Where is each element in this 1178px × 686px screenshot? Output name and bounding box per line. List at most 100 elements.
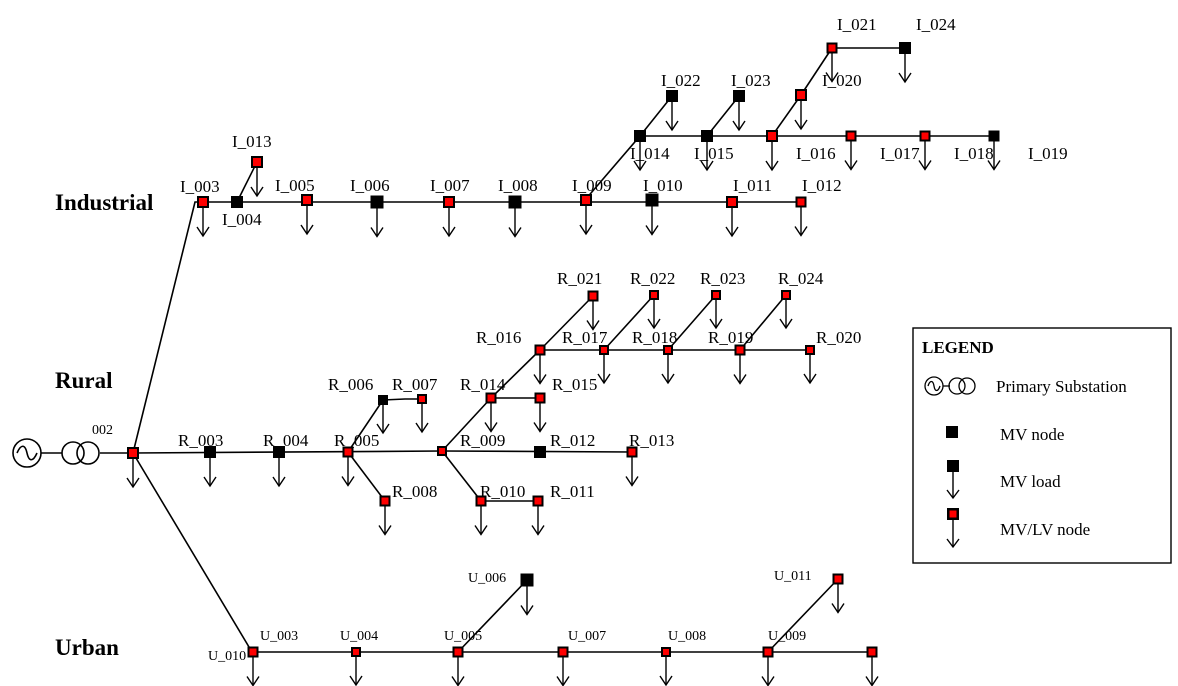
- mv-node: [378, 395, 388, 405]
- load-arrow-head: [378, 525, 392, 536]
- load-arrow-head: [203, 476, 217, 488]
- urban-feeder-line: [132, 452, 253, 653]
- rural-feeder-line: [132, 450, 443, 454]
- mv-node: [370, 195, 384, 209]
- mv-lv-node-fill: [253, 158, 261, 166]
- node-label: I_006: [350, 176, 390, 195]
- load-arrow-head: [370, 227, 384, 238]
- node-label: I_013: [232, 132, 272, 151]
- mv-node: [666, 90, 678, 102]
- node-label: I_009: [572, 176, 612, 195]
- industrial-branch-line: [706, 95, 740, 137]
- industrial-branch-line: [584, 135, 641, 201]
- mv-node: [988, 130, 1000, 142]
- rural-branch-line: [441, 450, 482, 502]
- mv-lv-node-fill: [534, 497, 542, 505]
- mv-node: [899, 42, 911, 54]
- mv-lv-node-fill: [783, 292, 789, 298]
- node-label: R_015: [552, 375, 597, 394]
- legend-label-mv-load: MV load: [1000, 472, 1061, 491]
- load-arrow-head: [794, 119, 808, 131]
- mv-lv-node-fill: [713, 292, 719, 298]
- node-label: I_016: [796, 144, 836, 163]
- load-arrow-head: [341, 476, 355, 487]
- load-arrow-head: [625, 476, 639, 487]
- rural-branch-line: [347, 399, 384, 453]
- rural-branch-line: [539, 295, 594, 351]
- mv-node: [733, 90, 745, 102]
- load-arrow-head: [765, 160, 779, 172]
- mv-lv-node-fill: [582, 196, 590, 204]
- mv-lv-node-fill: [828, 44, 836, 52]
- node-label: I_008: [498, 176, 538, 195]
- industrial-branch-line: [639, 95, 673, 137]
- load-arrow-head: [415, 422, 429, 434]
- mv-lv-node-icon: [946, 508, 960, 549]
- mv-lv-node-fill: [868, 648, 876, 656]
- load-arrow-head: [484, 422, 498, 433]
- node-label: I_015: [694, 144, 734, 163]
- load-arrow-head: [844, 160, 858, 171]
- load-arrow-head: [803, 373, 817, 385]
- node-label: I_005: [275, 176, 315, 195]
- node-label: I_018: [954, 144, 994, 163]
- mv-lv-node-fill: [477, 497, 485, 505]
- mv-lv-node-fill: [199, 198, 207, 206]
- load-arrow-head: [597, 373, 611, 385]
- load-arrow-head: [709, 318, 723, 330]
- mv-node: [634, 130, 646, 142]
- legend-label-mv-lv-node: MV/LV node: [1000, 520, 1090, 539]
- node-label: R_013: [629, 431, 674, 450]
- mv-lv-node-fill: [381, 497, 389, 505]
- mv-lv-node-fill: [303, 196, 311, 204]
- load-arrow-head: [987, 160, 1001, 171]
- node-label: U_003: [260, 629, 298, 644]
- mv-lv-node-fill: [847, 132, 855, 140]
- load-arrows: [126, 53, 1001, 686]
- legend-label-mv-node: MV node: [1000, 425, 1064, 444]
- mv-lv-node-fill: [628, 448, 636, 456]
- mv-lv-node-fill: [559, 648, 567, 656]
- mv-lv-node-fill: [249, 648, 257, 656]
- load-arrow-head: [825, 72, 839, 83]
- mv-lv-node-fill: [651, 292, 657, 298]
- load-arrow-head: [659, 675, 673, 686]
- node-label: U_009: [768, 629, 806, 644]
- load-arrow-head: [831, 603, 845, 614]
- node-label: R_009: [460, 431, 505, 450]
- load-arrow-head: [520, 605, 534, 616]
- node-label: R_004: [263, 431, 309, 450]
- industrial-feeder-line: [132, 201, 205, 454]
- industrial-branch-line: [236, 161, 258, 203]
- load-arrow-head: [898, 72, 912, 84]
- mv-lv-node-fill: [589, 292, 597, 300]
- mv-lv-node-fill: [129, 449, 137, 457]
- load-arrow-head: [250, 186, 264, 198]
- mv-node: [520, 573, 534, 587]
- legend-box: [912, 327, 1172, 564]
- load-arrow-head: [349, 675, 363, 686]
- node-label: U_010: [208, 649, 246, 664]
- mv-node: [273, 446, 285, 458]
- mv-node: [231, 196, 243, 208]
- node-label: R_018: [632, 328, 677, 347]
- primary-substation-icon: [12, 438, 100, 468]
- mv-lv-node-fill: [445, 198, 453, 206]
- mv-node: [645, 193, 659, 207]
- node-label: I_004: [222, 210, 262, 229]
- load-arrow-head: [725, 226, 739, 238]
- rural-branch-line: [490, 349, 541, 399]
- load-arrow-head: [586, 320, 600, 331]
- node-label: I_007: [430, 176, 470, 195]
- load-arrow-head: [647, 318, 661, 330]
- rural-branch-line: [603, 294, 655, 351]
- node-label: R_023: [700, 269, 745, 288]
- node-label: R_019: [708, 328, 753, 347]
- node-label: R_011: [550, 482, 595, 501]
- node-label: I_019: [1028, 144, 1068, 163]
- rural-section-title: Rural: [55, 368, 113, 393]
- node-label: R_005: [334, 431, 379, 450]
- load-arrow-head: [661, 373, 675, 385]
